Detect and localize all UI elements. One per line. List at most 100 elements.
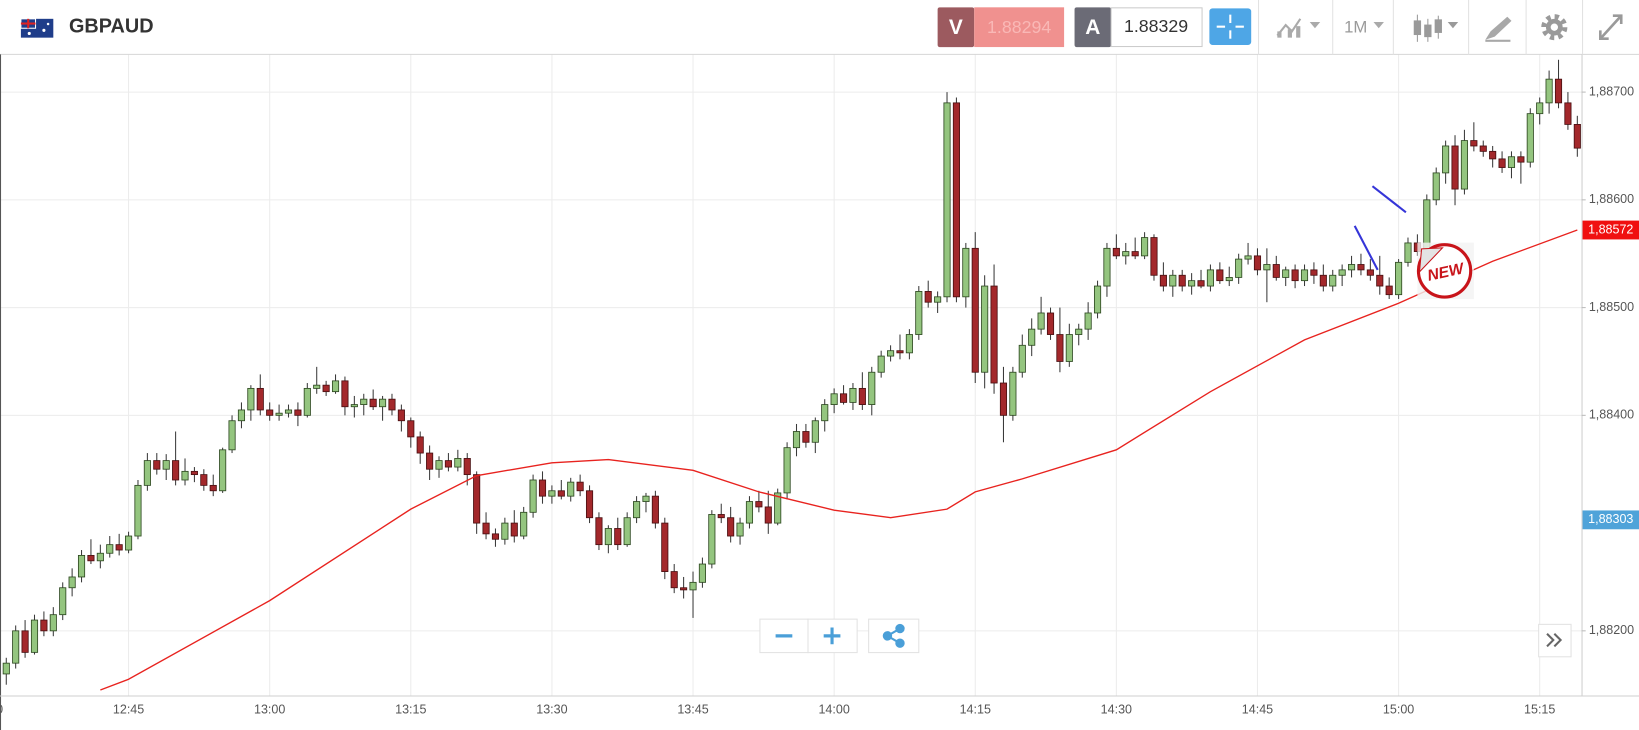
candle-body — [125, 535, 133, 551]
candle-body — [256, 387, 264, 411]
candle-body — [792, 431, 801, 449]
candle-body — [1028, 328, 1036, 346]
candle-body — [435, 460, 443, 470]
candle-body — [585, 490, 594, 519]
candle-body — [341, 380, 349, 408]
candle-body — [1272, 264, 1280, 278]
candle-body — [68, 576, 76, 589]
candle-body — [275, 412, 283, 416]
candle-body — [981, 285, 989, 373]
candle-body — [1545, 78, 1553, 104]
chart-type-icon[interactable] — [1276, 18, 1321, 38]
timeframe[interactable]: 1M — [1344, 18, 1367, 37]
candle-body — [2, 662, 10, 675]
candle-body — [1178, 274, 1186, 287]
candle-body — [322, 384, 330, 393]
candle-body — [426, 452, 434, 470]
candle-body — [1159, 274, 1167, 287]
candle-body — [134, 484, 142, 537]
share-button[interactable] — [868, 618, 920, 654]
x-tick-label: 13:00 — [254, 702, 285, 716]
candle-body — [1564, 102, 1572, 125]
candle-body — [529, 479, 537, 513]
candle-body — [284, 409, 293, 414]
draw-tool-icon[interactable] — [1485, 16, 1512, 42]
candle-body — [548, 490, 556, 497]
candle-body — [1329, 274, 1337, 287]
x-tick-label: 14:00 — [818, 702, 849, 716]
candle-body — [680, 587, 688, 591]
candle-body — [990, 285, 998, 384]
candle-body — [839, 393, 848, 403]
buy-price: 1.88329 — [1124, 16, 1188, 36]
buy-price-box[interactable] — [1110, 7, 1203, 48]
candle-body — [379, 398, 387, 408]
candle-body — [774, 492, 782, 524]
candle-body — [1385, 285, 1393, 296]
candle-body — [1018, 344, 1026, 373]
candle-body — [1075, 328, 1083, 335]
candle-body — [1300, 269, 1309, 282]
y-tick-label: 1,88500 — [1589, 300, 1634, 314]
candle-body — [1253, 255, 1262, 271]
candle-body — [1395, 261, 1403, 296]
candle-body — [1093, 285, 1102, 314]
candle-body — [77, 554, 86, 578]
candle-body — [1536, 102, 1544, 115]
candle-body — [228, 420, 236, 451]
candle-body — [868, 371, 876, 405]
candle-body — [915, 291, 923, 335]
scroll-right-button[interactable] — [1538, 623, 1572, 658]
sell-button[interactable] — [937, 7, 975, 48]
flag-icon — [20, 18, 54, 38]
candle-body — [162, 460, 170, 470]
price-tag-label: 1,88572 — [1588, 222, 1633, 236]
candle-body — [924, 291, 932, 303]
x-tick-label: 14:30 — [1101, 702, 1132, 716]
toolbar: GBPAUD V 1.88294 A 1.88329 1M — [0, 0, 1639, 55]
buy-button[interactable] — [1074, 7, 1112, 48]
grid — [0, 54, 1582, 696]
price-tag — [1582, 510, 1639, 530]
candle-body — [651, 495, 659, 524]
candle-body — [962, 247, 970, 298]
candle-body — [1122, 251, 1130, 257]
candle-body — [473, 474, 481, 524]
drawn-line[interactable] — [1353, 225, 1379, 271]
candle-body — [1507, 156, 1516, 168]
candle-body — [736, 522, 744, 537]
settings-icon[interactable] — [1541, 14, 1568, 41]
candle-body — [1404, 242, 1412, 263]
x-tick-label: 12:30 — [0, 702, 3, 716]
candle-body — [745, 501, 754, 524]
candle-body — [463, 458, 471, 476]
candle-body — [1479, 145, 1487, 152]
candle-body — [143, 460, 151, 486]
candle-body — [209, 484, 217, 492]
x-tick-label: 14:45 — [1242, 702, 1273, 716]
candle-body — [1197, 280, 1205, 287]
crosshair-button[interactable] — [1209, 8, 1252, 45]
candle-body — [1489, 150, 1497, 160]
expand-icon[interactable] — [1599, 14, 1623, 41]
candle-body — [294, 409, 302, 416]
candle-body — [115, 544, 123, 551]
candle-icon[interactable] — [1413, 14, 1459, 42]
candle-body — [811, 420, 819, 443]
candle-body — [1131, 251, 1139, 257]
candle-body — [1451, 145, 1459, 190]
plot — [0, 54, 1582, 696]
candle-body — [905, 334, 913, 354]
sell-price-box[interactable] — [974, 7, 1065, 48]
candle-body — [266, 409, 274, 416]
candle-body — [971, 247, 979, 373]
candle-body — [491, 533, 500, 540]
candle-body — [49, 614, 57, 632]
sell-label: V — [949, 16, 963, 39]
drawn-line[interactable] — [1371, 185, 1407, 214]
candle-body — [595, 517, 603, 546]
candle-body — [1338, 269, 1346, 276]
candle-body — [887, 350, 895, 357]
